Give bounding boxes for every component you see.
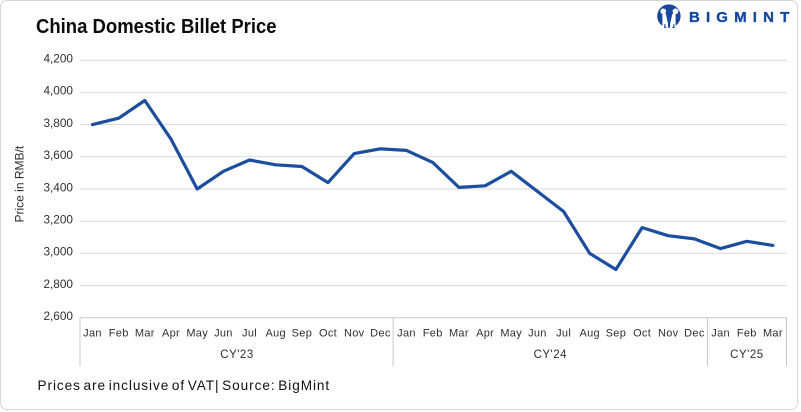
svg-text:Jun: Jun <box>528 327 547 339</box>
svg-text:2,600: 2,600 <box>43 309 73 323</box>
svg-text:3,600: 3,600 <box>43 148 73 162</box>
svg-text:Feb: Feb <box>109 327 129 339</box>
svg-text:Jul: Jul <box>556 327 571 339</box>
svg-text:Aug: Aug <box>579 327 599 339</box>
svg-text:Jun: Jun <box>214 327 233 339</box>
svg-text:Nov: Nov <box>344 327 365 339</box>
svg-text:Jan: Jan <box>397 327 416 339</box>
svg-text:Oct: Oct <box>633 327 651 339</box>
svg-text:CY'24: CY'24 <box>534 349 568 361</box>
svg-text:Jan: Jan <box>711 327 730 339</box>
svg-text:Sep: Sep <box>606 327 626 339</box>
svg-text:Feb: Feb <box>423 327 443 339</box>
svg-text:Dec: Dec <box>370 327 391 339</box>
svg-text:Mar: Mar <box>135 327 155 339</box>
svg-text:Oct: Oct <box>319 327 337 339</box>
svg-text:Dec: Dec <box>684 327 705 339</box>
svg-text:CY'23: CY'23 <box>220 349 253 361</box>
svg-text:3,200: 3,200 <box>43 213 73 227</box>
svg-text:Jul: Jul <box>242 327 257 339</box>
svg-text:3,400: 3,400 <box>43 180 73 194</box>
svg-text:May: May <box>500 327 522 339</box>
svg-text:May: May <box>186 327 208 339</box>
svg-text:2,800: 2,800 <box>43 277 73 291</box>
svg-text:4,200: 4,200 <box>43 52 73 66</box>
svg-text:4,000: 4,000 <box>43 84 73 98</box>
svg-text:Jan: Jan <box>83 327 102 339</box>
svg-text:Feb: Feb <box>737 327 757 339</box>
svg-text:3,000: 3,000 <box>43 245 73 259</box>
svg-text:Aug: Aug <box>265 327 285 339</box>
svg-text:3,800: 3,800 <box>43 116 73 130</box>
svg-text:Mar: Mar <box>449 327 469 339</box>
svg-text:Mar: Mar <box>763 327 783 339</box>
svg-text:CY'25: CY'25 <box>730 349 763 361</box>
svg-text:Apr: Apr <box>476 327 494 339</box>
svg-text:Sep: Sep <box>292 327 312 339</box>
svg-text:Apr: Apr <box>162 327 180 339</box>
svg-text:Nov: Nov <box>658 327 679 339</box>
